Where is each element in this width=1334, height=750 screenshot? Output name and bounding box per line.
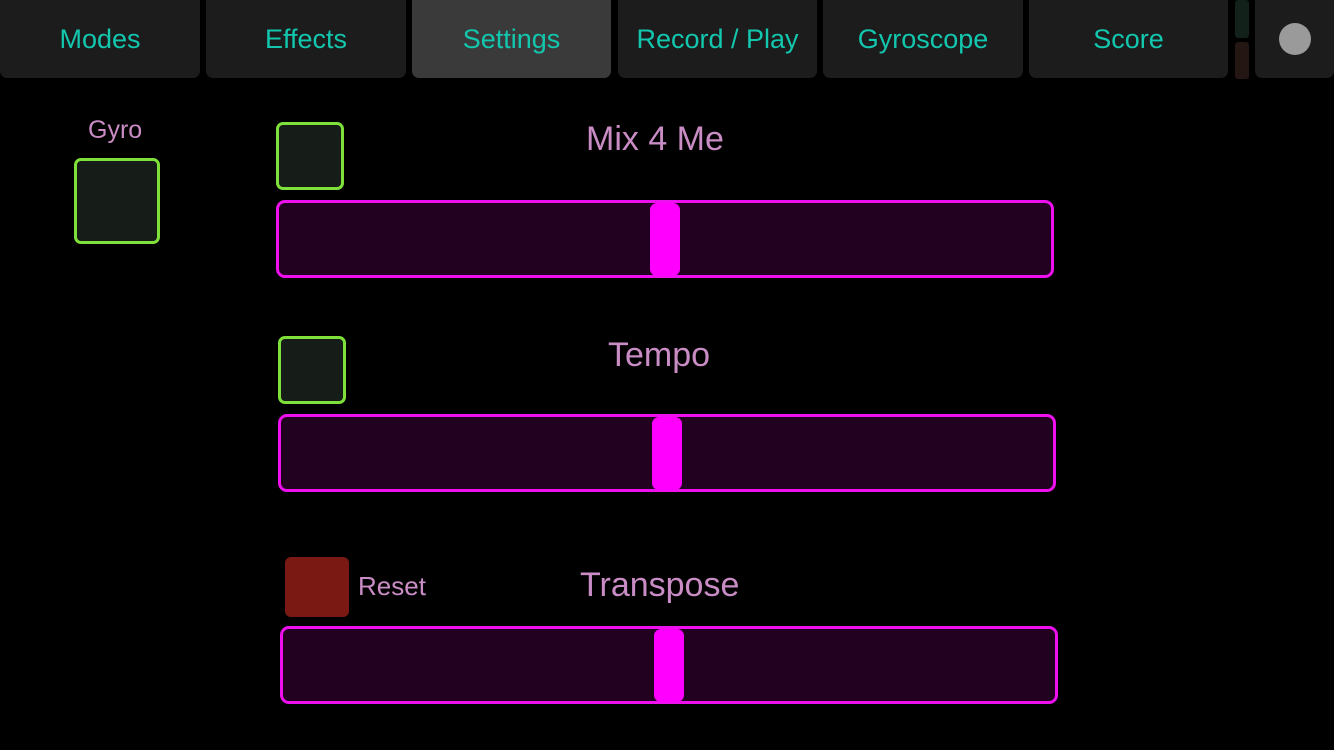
reset-label: Reset — [358, 571, 426, 601]
tab-gyroscope[interactable]: Gyroscope — [823, 0, 1023, 78]
mix-toggle[interactable] — [276, 122, 344, 190]
gyro-toggle[interactable] — [74, 158, 160, 244]
tab-settings[interactable]: Settings — [412, 0, 611, 78]
level-meter-top — [1235, 0, 1249, 38]
tab-record-play[interactable]: Record / Play — [618, 0, 817, 78]
gyro-label: Gyro — [88, 116, 143, 144]
tab-modes[interactable]: Modes — [0, 0, 200, 78]
record-dot-icon — [1278, 23, 1311, 55]
tab-score[interactable]: Score — [1029, 0, 1228, 78]
transpose-label: Transpose — [580, 566, 740, 604]
tempo-toggle[interactable] — [278, 336, 346, 404]
transpose-slider-thumb[interactable] — [654, 629, 684, 702]
mix-slider-thumb[interactable] — [650, 203, 680, 276]
transpose-slider[interactable] — [280, 626, 1058, 704]
mix-label: Mix 4 Me — [586, 120, 724, 158]
tempo-slider[interactable] — [278, 414, 1056, 492]
tempo-slider-thumb[interactable] — [652, 417, 682, 490]
reset-button[interactable] — [285, 557, 349, 617]
tab-effects[interactable]: Effects — [206, 0, 406, 78]
mix-slider[interactable] — [276, 200, 1054, 278]
level-meter-bottom — [1235, 42, 1249, 79]
tempo-label: Tempo — [608, 336, 711, 374]
record-button[interactable] — [1255, 0, 1334, 78]
